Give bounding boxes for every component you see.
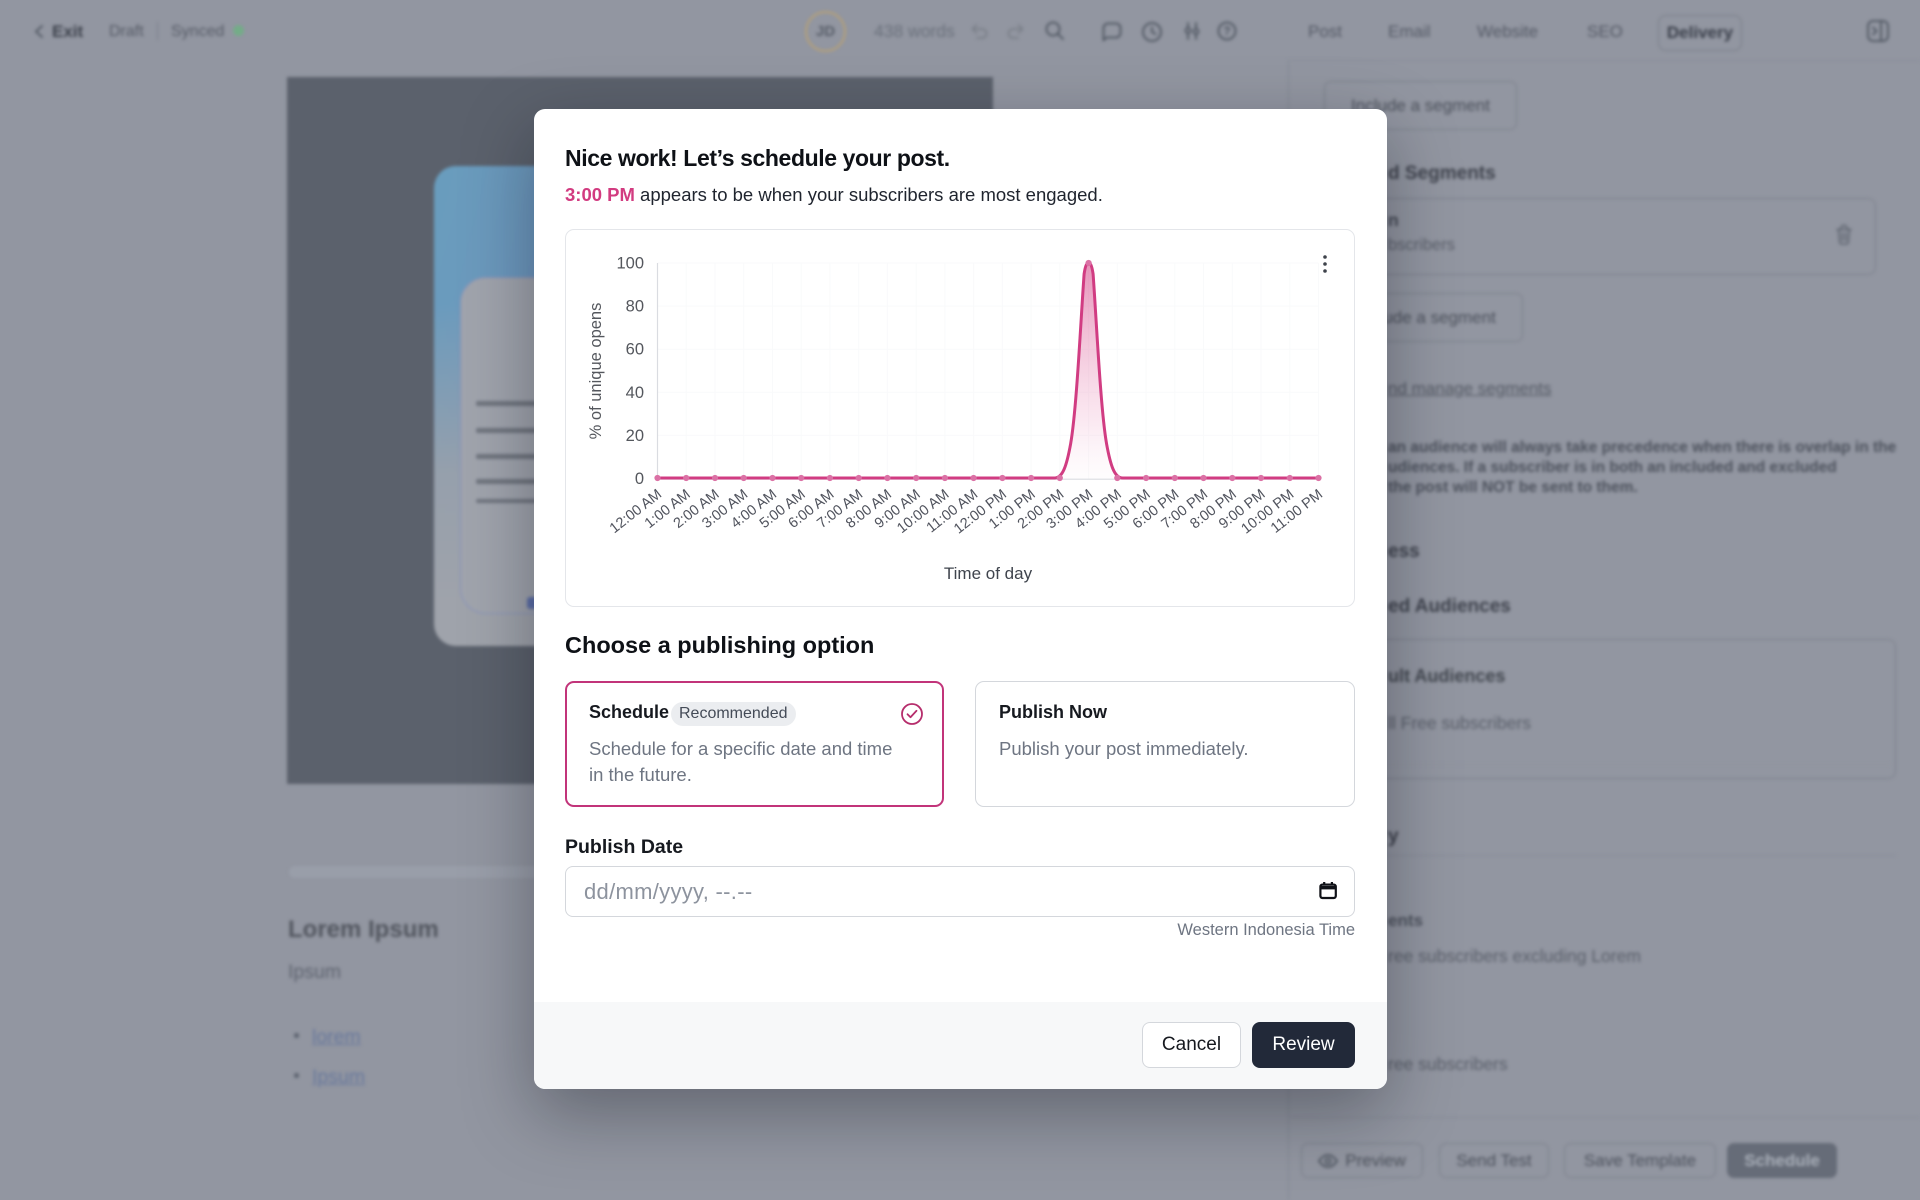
svg-text:% of unique opens: % of unique opens — [587, 303, 605, 440]
svg-text:100: 100 — [616, 255, 644, 273]
svg-text:20: 20 — [626, 427, 644, 445]
svg-text:0: 0 — [635, 470, 644, 488]
svg-text:80: 80 — [626, 298, 644, 316]
svg-text:40: 40 — [626, 384, 644, 402]
svg-text:60: 60 — [626, 341, 644, 359]
svg-text:Time of day: Time of day — [944, 564, 1033, 583]
svg-text:?: ? — [1223, 26, 1230, 38]
